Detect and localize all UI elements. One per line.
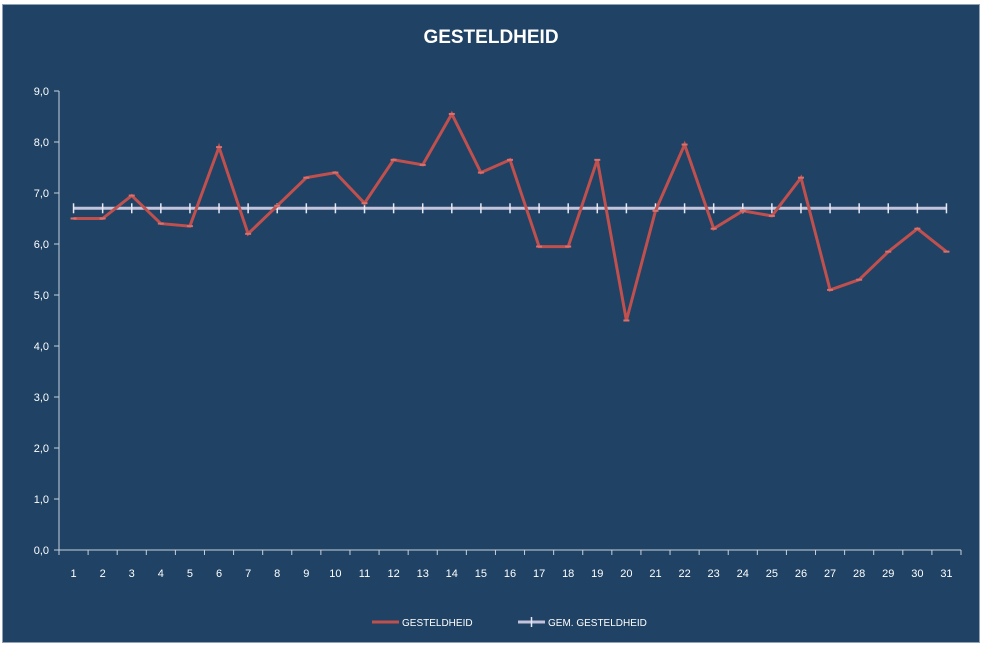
- x-tick-label: 10: [329, 568, 341, 580]
- x-tick-label: 18: [562, 568, 574, 580]
- y-tick-label: 7,0: [34, 188, 49, 200]
- y-tick-label: 5,0: [34, 290, 49, 302]
- x-tick-label: 20: [620, 568, 632, 580]
- series-line-gesteldheid: [73, 110, 948, 321]
- x-tick-label: 1: [70, 568, 76, 580]
- legend-label-gem-gesteldheid: GEM. GESTELDHEID: [548, 618, 647, 629]
- x-tick-label: 23: [708, 568, 720, 580]
- x-tick-label: 24: [737, 568, 749, 580]
- chart-area: GESTELDHEID: [2, 4, 980, 643]
- x-tick-label: 22: [678, 568, 690, 580]
- x-tick-label: 6: [216, 568, 222, 580]
- legend-label-gesteldheid: GESTELDHEID: [402, 618, 473, 629]
- y-tick-label: 9,0: [34, 86, 49, 98]
- y-tick-label: 2,0: [34, 443, 49, 455]
- x-tick-label: 17: [533, 568, 545, 580]
- x-tick-label: 28: [853, 568, 865, 580]
- x-tick-label: 7: [245, 568, 251, 580]
- x-tick-label: 2: [100, 568, 106, 580]
- y-tick-label: 1,0: [34, 494, 49, 506]
- x-tick-label: 31: [940, 568, 952, 580]
- x-tick-label: 27: [824, 568, 836, 580]
- x-tick-label: 19: [591, 568, 603, 580]
- x-tick-label: 12: [387, 568, 399, 580]
- chart-title: GESTELDHEID: [423, 27, 559, 48]
- x-tick-label: 14: [446, 568, 458, 580]
- y-tick-label: 8,0: [34, 137, 49, 149]
- x-tick-label: 5: [187, 568, 193, 580]
- x-tick-label: 26: [795, 568, 807, 580]
- x-tick-label: 15: [475, 568, 487, 580]
- x-tick-label: 30: [911, 568, 923, 580]
- x-tick-label: 16: [504, 568, 516, 580]
- x-tick-label: 3: [129, 568, 135, 580]
- y-tick-label: 0,0: [34, 545, 49, 557]
- x-tick-label: 4: [158, 568, 164, 580]
- x-tick-label: 8: [274, 568, 280, 580]
- y-tick-label: 4,0: [34, 341, 49, 353]
- x-tick-label: 9: [303, 568, 309, 580]
- x-tick-label: 11: [359, 568, 370, 580]
- x-tick-label: 13: [417, 568, 429, 580]
- y-tick-label: 6,0: [34, 239, 49, 251]
- y-tick-label: 3,0: [34, 392, 49, 404]
- x-tick-label: 25: [766, 568, 778, 580]
- x-tick-label: 29: [882, 568, 894, 580]
- x-tick-label: 21: [649, 568, 661, 580]
